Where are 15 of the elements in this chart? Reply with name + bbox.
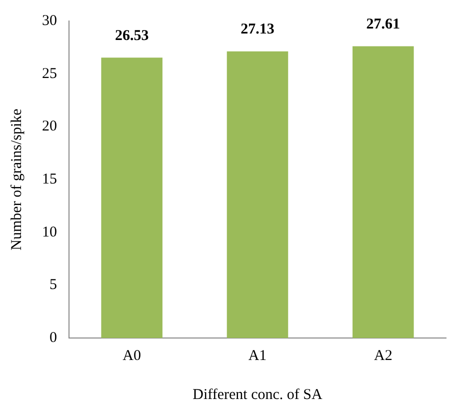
y-tick-label: 10: [42, 224, 57, 240]
data-label: 27.61: [366, 16, 400, 33]
x-tick-label: A1: [248, 348, 267, 364]
data-label: 26.53: [114, 28, 149, 44]
x-tick-label: A0: [122, 348, 142, 364]
y-tick-label: 5: [50, 277, 57, 294]
y-tick-label: 15: [42, 171, 57, 188]
data-label: 27.13: [240, 22, 274, 38]
y-tick-label: 20: [42, 118, 57, 135]
y-tick-label: 30: [42, 12, 57, 29]
x-tick-label: A2: [374, 348, 392, 364]
y-tick-label: 25: [42, 66, 57, 82]
y-tick-label: 0: [50, 330, 57, 346]
x-axis-title: Different conc. of SA: [192, 386, 323, 403]
y-axis-title: Number of grains/spike: [8, 108, 25, 250]
